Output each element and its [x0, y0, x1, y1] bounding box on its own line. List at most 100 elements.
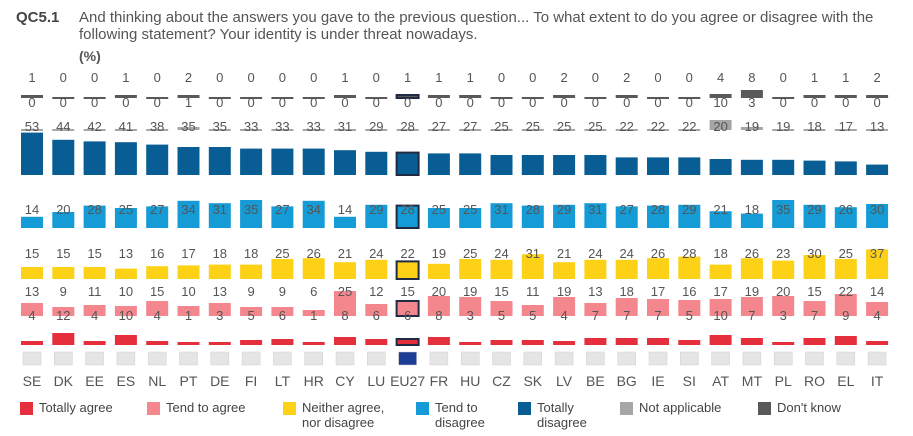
data-label-don-t-know-ie: 0: [654, 70, 661, 85]
data-label-tend-to-disagree-ro: 29: [807, 202, 821, 217]
category-label-fi: FI: [245, 373, 257, 389]
data-label-tend-to-disagree-mt: 18: [745, 202, 759, 217]
bar-neither-agree-nor-disagree-cy: [334, 262, 356, 279]
data-label-neither-agree-nor-disagree-sk: 31: [526, 246, 540, 261]
data-label-not-applicable-be: 0: [592, 95, 599, 110]
bar-group-fr: 1 0 27 25 19 20 8 FR: [427, 70, 450, 389]
data-label-not-applicable-lu: 0: [373, 95, 380, 110]
bar-neither-agree-nor-disagree-mt: [740, 258, 763, 279]
bar-tend-to-disagree-hu: [459, 208, 482, 228]
data-label-neither-agree-nor-disagree-fi: 18: [244, 246, 258, 261]
legend-swatch: [758, 402, 771, 415]
legend-swatch: [147, 402, 160, 415]
category-label-nl: NL: [148, 373, 166, 389]
legend-swatch: [518, 402, 531, 415]
bar-tend-to-disagree-cy: [334, 216, 356, 228]
data-label-totally-agree-se: 4: [28, 308, 35, 323]
data-label-tend-to-disagree-fi: 35: [244, 202, 258, 217]
data-label-tend-to-disagree-sk: 28: [526, 202, 540, 217]
data-label-tend-to-agree-se: 13: [25, 284, 39, 299]
bar-totally-disagree-ie: [647, 157, 669, 175]
bar-neither-agree-nor-disagree-fi: [240, 264, 263, 279]
bar-group-el: 1 0 17 26 25 22 9 EL: [834, 70, 857, 389]
flag-lt: [273, 351, 292, 366]
bar-neither-agree-nor-disagree-de: [208, 264, 231, 279]
data-label-don-t-know-pt: 2: [185, 70, 192, 85]
bar-totally-agree-nl: [146, 341, 169, 345]
data-label-totally-disagree-cz: 25: [494, 119, 508, 134]
data-label-neither-agree-nor-disagree-de: 18: [213, 246, 227, 261]
data-label-tend-to-agree-dk: 9: [60, 284, 67, 299]
data-label-tend-to-agree-cz: 15: [494, 284, 508, 299]
bar-tend-to-agree-ro: [803, 301, 826, 316]
bar-tend-to-agree-mt: [740, 297, 763, 316]
bar-totally-disagree-pt: [177, 147, 200, 175]
bar-totally-agree-pl: [772, 342, 795, 345]
data-label-totally-agree-dk: 12: [56, 308, 70, 323]
data-label-don-t-know-nl: 0: [154, 70, 161, 85]
bar-neither-agree-nor-disagree-be: [584, 259, 607, 279]
bar-tend-to-agree-pt: [177, 306, 200, 316]
data-label-not-applicable-ee: 0: [91, 95, 98, 110]
flag-pl: [773, 351, 793, 366]
data-label-neither-agree-nor-disagree-si: 28: [682, 246, 696, 261]
flag-bg: [617, 351, 636, 366]
bar-totally-agree-fi: [240, 340, 263, 345]
data-label-neither-agree-nor-disagree-ro: 30: [807, 246, 821, 261]
bar-group-dk: 0 0 44 20 15 9 12 DK: [52, 70, 75, 389]
data-label-don-t-know-lt: 0: [279, 70, 286, 85]
flag-it: [867, 351, 887, 366]
data-label-tend-to-disagree-bg: 27: [619, 202, 633, 217]
bar-tend-to-disagree-ie: [647, 205, 669, 228]
bar-totally-disagree-el: [834, 161, 857, 175]
bar-group-ro: 1 0 18 29 30 15 7 RO: [803, 70, 826, 389]
category-label-sk: SK: [523, 373, 542, 389]
data-label-totally-agree-be: 7: [592, 308, 599, 323]
bar-totally-disagree-lu: [365, 151, 388, 175]
bar-totally-disagree-lv: [553, 155, 576, 175]
bar-don-t-know-lv: [553, 95, 576, 98]
bar-tend-to-disagree-be: [584, 203, 607, 228]
bar-don-t-know-se: [21, 95, 43, 98]
category-label-hr: HR: [304, 373, 324, 389]
bar-tend-to-disagree-es: [114, 208, 137, 228]
bar-tend-to-disagree-de: [208, 203, 231, 228]
data-label-don-t-know-it: 2: [873, 70, 880, 85]
bar-not-applicable-mt: [740, 127, 763, 130]
category-label-pl: PL: [775, 373, 792, 389]
data-label-don-t-know-fi: 0: [247, 70, 254, 85]
bar-tend-to-agree-bg: [615, 298, 638, 316]
data-label-neither-agree-nor-disagree-cz: 24: [494, 246, 508, 261]
bar-group-lv: 2 0 25 29 21 19 4 LV: [553, 70, 576, 389]
data-label-tend-to-disagree-hr: 34: [306, 202, 320, 217]
bar-totally-disagree-fr: [427, 153, 450, 175]
legend-label: Totally disagree: [537, 400, 587, 430]
bar-tend-to-agree-es: [114, 306, 137, 316]
bar-tend-to-disagree-ee: [83, 205, 106, 228]
legend-swatch: [283, 402, 296, 415]
bar-don-t-know-it: [866, 95, 889, 98]
bar-totally-disagree-de: [208, 147, 231, 175]
bar-tend-to-disagree-dk: [52, 212, 75, 228]
bar-group-ie: 0 0 22 28 26 17 7 IE: [647, 70, 669, 389]
data-label-tend-to-agree-el: 22: [839, 284, 853, 299]
data-label-not-applicable-it: 0: [873, 95, 880, 110]
data-label-totally-disagree-es: 41: [119, 119, 133, 134]
data-label-neither-agree-nor-disagree-nl: 16: [150, 246, 164, 261]
bar-tend-to-disagree-bg: [615, 206, 638, 228]
bar-neither-agree-nor-disagree-lu: [365, 259, 388, 279]
question-text: And thinking about the answers you gave …: [79, 9, 874, 43]
data-label-totally-agree-es: 10: [119, 308, 133, 323]
legend-item-don-t-know: Don't know: [758, 400, 841, 415]
flag-de: [210, 351, 230, 366]
bar-totally-agree-it: [866, 341, 889, 345]
data-label-totally-agree-fi: 5: [247, 308, 254, 323]
data-label-tend-to-disagree-dk: 20: [56, 202, 70, 217]
data-label-don-t-know-sk: 0: [529, 70, 536, 85]
data-label-don-t-know-se: 1: [28, 70, 35, 85]
bar-totally-agree-mt: [740, 338, 763, 345]
data-label-not-applicable-at: 10: [713, 95, 727, 110]
data-label-totally-agree-bg: 7: [623, 308, 630, 323]
bar-totally-agree-bg: [615, 338, 638, 345]
bar-totally-disagree-sk: [521, 155, 544, 175]
